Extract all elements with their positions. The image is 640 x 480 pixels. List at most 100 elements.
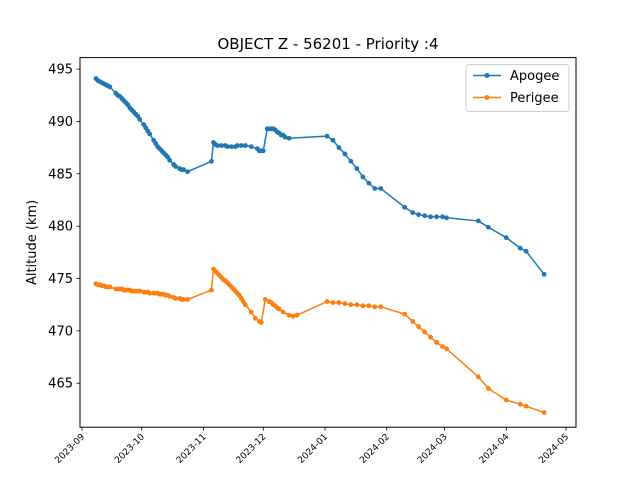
data-point-perigee [242,302,248,308]
data-point-apogee [215,143,220,148]
data-point-apogee [416,212,422,218]
data-point-apogee [248,144,254,150]
data-point-perigee [378,304,384,310]
data-point-apogee [330,137,336,143]
chart-title: OBJECT Z - 56201 - Priority :4 [217,35,438,53]
data-point-apogee [475,218,481,224]
data-point-apogee [440,214,445,220]
data-point-perigee [248,309,254,315]
series-points-apogee [93,76,547,277]
data-point-perigee [147,290,153,296]
data-point-perigee [485,386,491,391]
data-point-apogee [234,143,240,148]
data-point-perigee [517,401,523,407]
axes-frame [79,57,577,428]
y-tick-label: 480 [48,220,73,235]
data-point-apogee [410,210,416,215]
data-point-apogee [444,215,449,221]
legend: Apogee Perigee [465,64,570,112]
data-point-perigee [294,312,300,318]
data-point-perigee [342,301,348,307]
data-point-perigee [262,297,268,302]
legend-marker-apogee [484,73,490,78]
y-tick-label: 495 [48,63,73,78]
data-point-apogee [372,186,378,191]
data-point-perigee [336,300,342,305]
data-point-apogee [517,245,523,251]
data-point-perigee [475,374,481,380]
series-points-perigee [93,266,547,415]
data-point-apogee [107,84,113,90]
data-point-apogee [336,145,342,151]
data-point-apogee [137,116,143,122]
data-point-perigee [209,287,214,293]
data-point-apogee [167,157,173,163]
data-point-perigee [422,329,428,335]
data-point-apogee [434,214,439,220]
data-point-perigee [444,346,449,352]
data-point-apogee [360,174,366,180]
data-point-apogee [181,167,186,173]
data-point-apogee [228,144,234,150]
data-point-apogee [282,134,288,140]
data-point-perigee [410,319,416,324]
data-point-perigee [402,311,408,317]
data-point-apogee [173,164,179,169]
data-point-apogee [219,143,224,148]
data-point-perigee [290,313,296,319]
data-point-perigee [372,304,378,310]
y-tick-label: 475 [48,272,73,287]
data-point-perigee [107,284,113,290]
data-point-perigee [258,320,264,325]
data-point-perigee [434,339,439,345]
y-axis-label: Altitude (km) [25,200,40,285]
data-point-perigee [348,302,354,308]
data-point-apogee [242,143,248,148]
data-point-apogee [147,131,153,137]
data-point-perigee [416,324,422,330]
plot-area [79,57,577,428]
y-axis: 465 470 475 480 485 490 495 [48,63,80,392]
series-layer [93,76,547,415]
data-point-perigee [167,293,173,299]
data-point-apogee [342,151,348,157]
data-point-apogee [523,248,529,254]
data-point-perigee [324,299,330,304]
data-point-perigee [185,297,190,302]
data-point-perigee [440,344,445,349]
data-point-perigee [366,303,372,309]
y-tick-label: 490 [48,115,73,130]
legend-label-perigee: Perigee [510,91,559,106]
data-point-apogee [209,158,214,164]
data-point-perigee [330,300,336,305]
data-point-apogee [348,158,354,164]
data-point-apogee [238,143,244,148]
data-point-perigee [181,297,186,302]
data-point-apogee [378,186,384,191]
data-point-perigee [252,315,258,321]
data-point-apogee [324,133,330,139]
data-point-apogee [286,135,292,141]
data-point-perigee [137,288,143,294]
data-point-perigee [541,410,547,415]
data-point-apogee [485,224,491,230]
data-point-apogee [260,148,266,154]
data-point-perigee [523,403,529,409]
data-point-perigee [503,397,509,403]
data-point-perigee [360,303,366,309]
data-point-apogee [354,166,360,171]
y-tick-label: 470 [48,324,73,339]
data-point-apogee [428,214,433,220]
data-point-perigee [276,306,282,312]
data-point-apogee [185,169,190,175]
y-tick-label: 465 [48,377,73,392]
data-point-apogee [541,271,547,277]
data-point-apogee [503,235,509,241]
y-tick-label: 485 [48,167,73,182]
data-point-perigee [173,296,179,301]
data-point-apogee [225,144,230,150]
legend-label-apogee: Apogee [510,69,559,84]
legend-marker-perigee [484,95,490,100]
data-point-perigee [280,309,286,315]
